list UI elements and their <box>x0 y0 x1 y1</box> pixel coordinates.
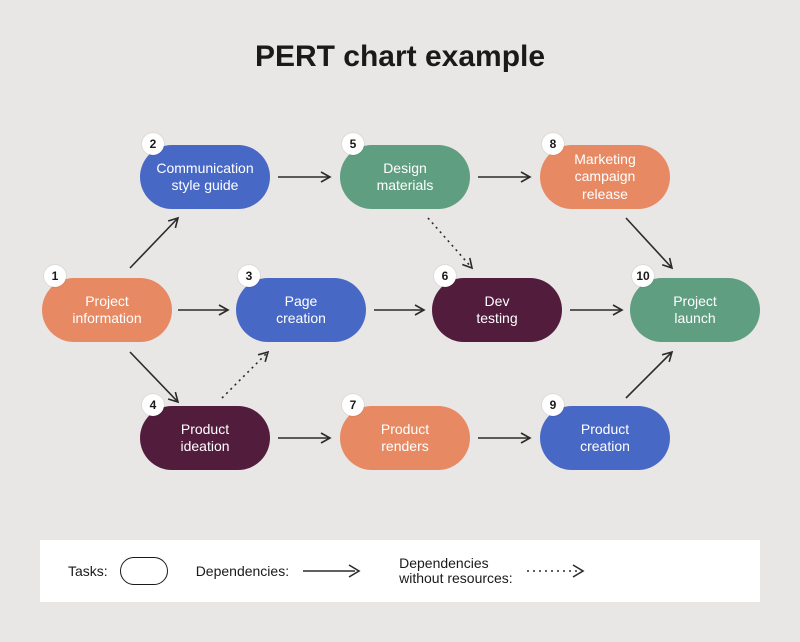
edge-2-5 <box>278 172 330 182</box>
legend-pill-icon <box>120 557 168 585</box>
node-6: Devtesting <box>432 278 562 342</box>
node-badge-6: 6 <box>434 265 456 287</box>
node-10: Projectlaunch <box>630 278 760 342</box>
node-3: Pagecreation <box>236 278 366 342</box>
edge-9-10 <box>626 352 672 398</box>
node-badge-1: 1 <box>44 265 66 287</box>
edge-8-10 <box>626 218 672 268</box>
node-8: Marketingcampaignrelease <box>540 145 670 209</box>
legend-dependencies-no-resources-label: Dependencieswithout resources: <box>399 556 513 587</box>
legend-tasks: Tasks: <box>68 557 168 585</box>
edge-1-3 <box>178 305 228 315</box>
legend-tasks-label: Tasks: <box>68 563 108 579</box>
legend-arrow-dotted-icon <box>525 563 595 579</box>
edge-4-3 <box>222 352 268 398</box>
node-5: Designmaterials <box>340 145 470 209</box>
edge-5-6 <box>428 218 472 268</box>
node-2: Communicationstyle guide <box>140 145 270 209</box>
edge-3-6 <box>374 305 424 315</box>
edge-5-8 <box>478 172 530 182</box>
node-badge-3: 3 <box>238 265 260 287</box>
node-badge-2: 2 <box>142 133 164 155</box>
node-1: Projectinformation <box>42 278 172 342</box>
legend-dependencies-no-resources: Dependencieswithout resources: <box>399 556 595 587</box>
node-badge-8: 8 <box>542 133 564 155</box>
legend-arrow-solid-icon <box>301 563 371 579</box>
legend-dependencies-label: Dependencies: <box>196 563 289 579</box>
node-badge-4: 4 <box>142 394 164 416</box>
edge-7-9 <box>478 433 530 443</box>
node-7: Productrenders <box>340 406 470 470</box>
edge-6-10 <box>570 305 622 315</box>
edge-4-7 <box>278 433 330 443</box>
node-4: Productideation <box>140 406 270 470</box>
node-badge-10: 10 <box>632 265 654 287</box>
edge-1-2 <box>130 218 178 268</box>
node-badge-5: 5 <box>342 133 364 155</box>
legend-dependencies: Dependencies: <box>196 563 371 579</box>
node-badge-9: 9 <box>542 394 564 416</box>
node-9: Productcreation <box>540 406 670 470</box>
node-badge-7: 7 <box>342 394 364 416</box>
legend: Tasks: Dependencies: Dependencieswithout… <box>40 540 760 602</box>
